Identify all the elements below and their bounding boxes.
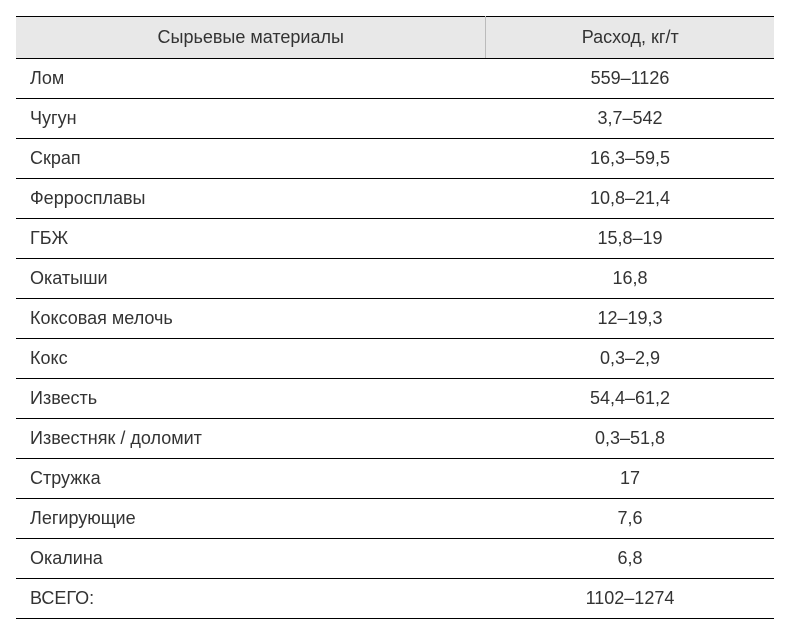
cell-material: ВСЕГО:: [16, 579, 486, 619]
table-row-total: ВСЕГО: 1102–1274: [16, 579, 774, 619]
table-row: Окатыши 16,8: [16, 259, 774, 299]
cell-material: Окалина: [16, 539, 486, 579]
cell-value: 16,3–59,5: [486, 139, 774, 179]
cell-material: Коксовая мелочь: [16, 299, 486, 339]
cell-value: 7,6: [486, 499, 774, 539]
table-header-row: Сырьевые материалы Расход, кг/т: [16, 17, 774, 59]
cell-material: Чугун: [16, 99, 486, 139]
cell-value: 3,7–542: [486, 99, 774, 139]
table-row: Окалина 6,8: [16, 539, 774, 579]
cell-value: 1102–1274: [486, 579, 774, 619]
column-header-material: Сырьевые материалы: [16, 17, 486, 59]
cell-material: Ферросплавы: [16, 179, 486, 219]
table-body: Лом 559–1126 Чугун 3,7–542 Скрап 16,3–59…: [16, 59, 774, 619]
table-row: ГБЖ 15,8–19: [16, 219, 774, 259]
cell-material: ГБЖ: [16, 219, 486, 259]
cell-value: 6,8: [486, 539, 774, 579]
cell-material: Окатыши: [16, 259, 486, 299]
cell-value: 54,4–61,2: [486, 379, 774, 419]
table-row: Стружка 17: [16, 459, 774, 499]
table-row: Известь 54,4–61,2: [16, 379, 774, 419]
column-header-value: Расход, кг/т: [486, 17, 774, 59]
materials-table: Сырьевые материалы Расход, кг/т Лом 559–…: [16, 16, 774, 619]
cell-value: 16,8: [486, 259, 774, 299]
cell-value: 17: [486, 459, 774, 499]
table-header: Сырьевые материалы Расход, кг/т: [16, 17, 774, 59]
cell-value: 0,3–2,9: [486, 339, 774, 379]
table-row: Кокс 0,3–2,9: [16, 339, 774, 379]
cell-value: 12–19,3: [486, 299, 774, 339]
cell-value: 0,3–51,8: [486, 419, 774, 459]
cell-value: 10,8–21,4: [486, 179, 774, 219]
table-row: Ферросплавы 10,8–21,4: [16, 179, 774, 219]
cell-material: Легирующие: [16, 499, 486, 539]
materials-table-container: Сырьевые материалы Расход, кг/т Лом 559–…: [16, 16, 774, 619]
table-row: Чугун 3,7–542: [16, 99, 774, 139]
cell-value: 15,8–19: [486, 219, 774, 259]
table-row: Легирующие 7,6: [16, 499, 774, 539]
table-row: Скрап 16,3–59,5: [16, 139, 774, 179]
table-row: Известняк / доломит 0,3–51,8: [16, 419, 774, 459]
cell-material: Лом: [16, 59, 486, 99]
table-row: Лом 559–1126: [16, 59, 774, 99]
cell-material: Стружка: [16, 459, 486, 499]
cell-material: Известняк / доломит: [16, 419, 486, 459]
cell-value: 559–1126: [486, 59, 774, 99]
cell-material: Известь: [16, 379, 486, 419]
cell-material: Кокс: [16, 339, 486, 379]
cell-material: Скрап: [16, 139, 486, 179]
table-row: Коксовая мелочь 12–19,3: [16, 299, 774, 339]
